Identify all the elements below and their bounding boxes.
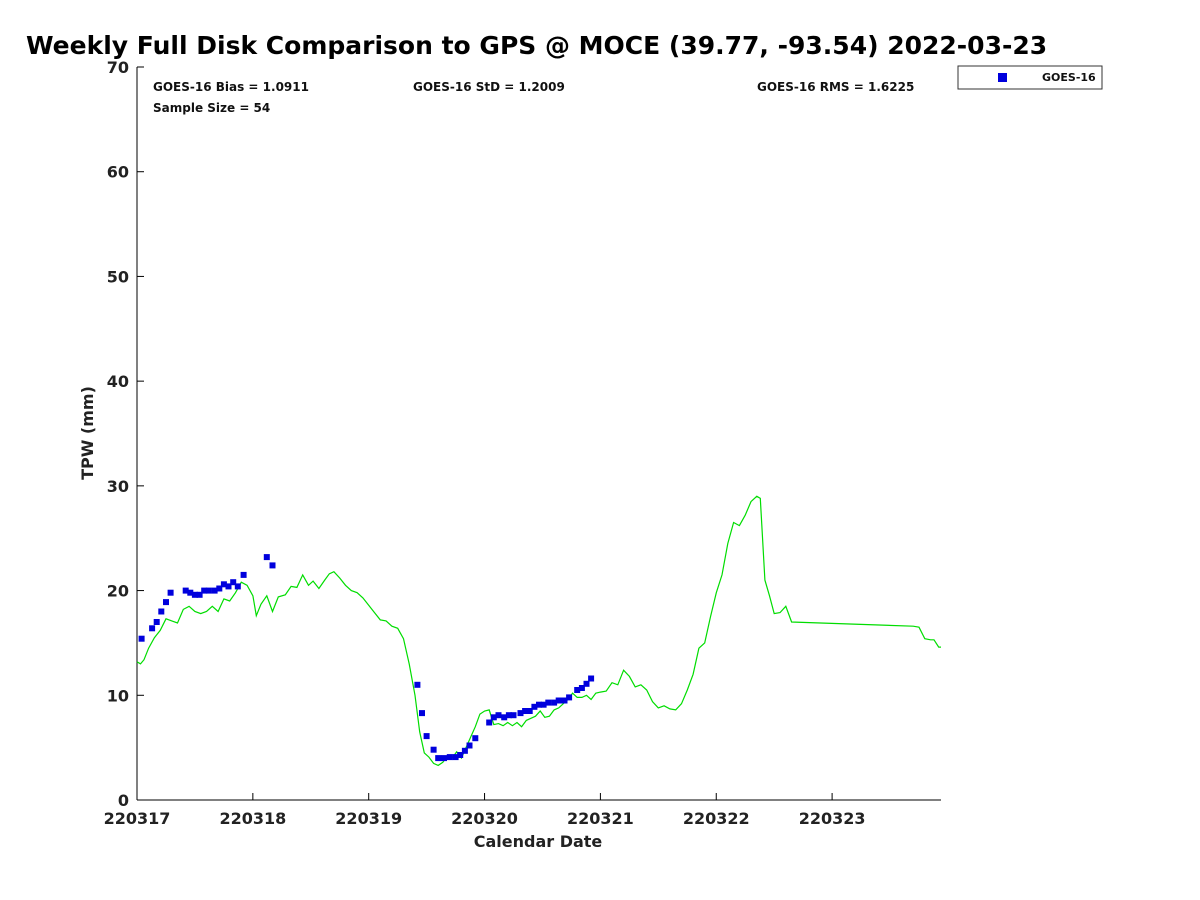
goes16-point <box>138 635 145 642</box>
y-axis-label: TPW (mm) <box>78 386 97 480</box>
goes16-point <box>211 587 218 594</box>
goes16-point <box>153 619 160 625</box>
goes16-point <box>551 699 558 706</box>
rms-stat: GOES-16 RMS = 1.6225 <box>757 80 914 94</box>
goes16-point <box>205 587 212 594</box>
goes16-point <box>230 579 237 586</box>
x-tick-label: 220323 <box>799 809 866 828</box>
chart-title: Weekly Full Disk Comparison to GPS @ MOC… <box>26 31 1047 60</box>
goes16-point <box>446 754 453 761</box>
goes16-point <box>452 754 459 761</box>
x-tick-label: 220320 <box>451 809 518 828</box>
x-tick-label: 220322 <box>683 809 750 828</box>
goes16-point <box>220 581 227 588</box>
goes16-point <box>472 735 479 742</box>
goes16-point <box>225 583 232 590</box>
goes16-point <box>466 742 473 749</box>
y-tick-label: 30 <box>107 477 129 496</box>
std-stat: GOES-16 StD = 1.2009 <box>413 80 565 94</box>
legend-box <box>957 65 1103 90</box>
goes16-point <box>158 608 165 615</box>
goes16-point <box>441 755 447 762</box>
y-tick-label: 60 <box>107 163 129 182</box>
bias-stat: GOES-16 Bias = 1.0911 <box>153 80 309 94</box>
goes16-point <box>234 583 241 590</box>
goes16-point <box>566 694 573 701</box>
x-axis-label: Calendar Date <box>474 832 603 851</box>
goes16-point <box>457 752 464 758</box>
goes16-point <box>167 589 174 596</box>
goes16-point <box>505 712 512 719</box>
goes16-point <box>522 708 529 714</box>
goes16-point <box>495 712 502 719</box>
legend-label: GOES-16 <box>1042 71 1096 84</box>
goes16-point <box>201 587 208 594</box>
goes16-point <box>501 714 508 721</box>
sample-size-stat: Sample Size = 54 <box>153 101 270 115</box>
y-tick-label: 70 <box>107 58 129 77</box>
goes16-point <box>583 680 590 687</box>
series-layer <box>136 495 941 767</box>
goes16-point <box>486 719 493 726</box>
goes16-point <box>545 699 552 706</box>
goes16-point <box>526 708 533 714</box>
y-tick-label: 0 <box>118 791 129 810</box>
y-tick-label: 10 <box>107 686 129 705</box>
x-tick-label: 220319 <box>335 809 402 828</box>
goes16-point <box>490 714 497 721</box>
goes16-point <box>163 599 169 606</box>
goes16-point <box>263 554 270 561</box>
goes16-point <box>216 585 223 592</box>
goes16-point <box>196 591 203 598</box>
goes16-point <box>423 733 430 740</box>
goes16-point <box>578 685 585 691</box>
y-tick-label: 40 <box>107 372 129 391</box>
goes16-point <box>536 701 542 708</box>
legend: GOES-16 <box>957 65 1103 90</box>
y-tick-label: 50 <box>107 267 129 286</box>
goes16-point <box>588 675 595 682</box>
x-tick-label: 220321 <box>567 809 634 828</box>
x-ticks: 220317 220318 220319 220320 220321 220322 2203… <box>104 793 866 828</box>
plot-area: 0 10 20 30 40 50 60 70 220317 220318 220319 220320… <box>104 58 941 828</box>
gps-line <box>136 495 941 767</box>
goes16-point <box>531 703 538 710</box>
goes16-point <box>419 710 425 717</box>
goes16-point <box>414 681 421 688</box>
goes16-point <box>461 747 468 754</box>
goes16-point <box>187 589 194 596</box>
goes16-point <box>510 712 517 719</box>
x-tick-label: 220318 <box>219 809 286 828</box>
goes16-point <box>240 571 247 578</box>
goes16-point <box>149 625 156 632</box>
legend-marker-square <box>998 73 1007 82</box>
goes16-point <box>540 701 547 708</box>
x-tick-label: 220317 <box>104 809 171 828</box>
goes16-point <box>435 755 442 762</box>
goes16-point <box>574 687 581 693</box>
goes16-point <box>517 710 524 717</box>
y-tick-label: 20 <box>107 582 129 601</box>
goes16-point <box>430 746 437 753</box>
goes16-point <box>191 591 198 598</box>
goes16-point <box>182 587 189 594</box>
goes16-point <box>561 697 568 704</box>
goes16-point <box>269 562 276 569</box>
y-ticks: 0 10 20 30 40 50 60 70 <box>107 58 144 810</box>
goes16-point <box>555 697 562 704</box>
